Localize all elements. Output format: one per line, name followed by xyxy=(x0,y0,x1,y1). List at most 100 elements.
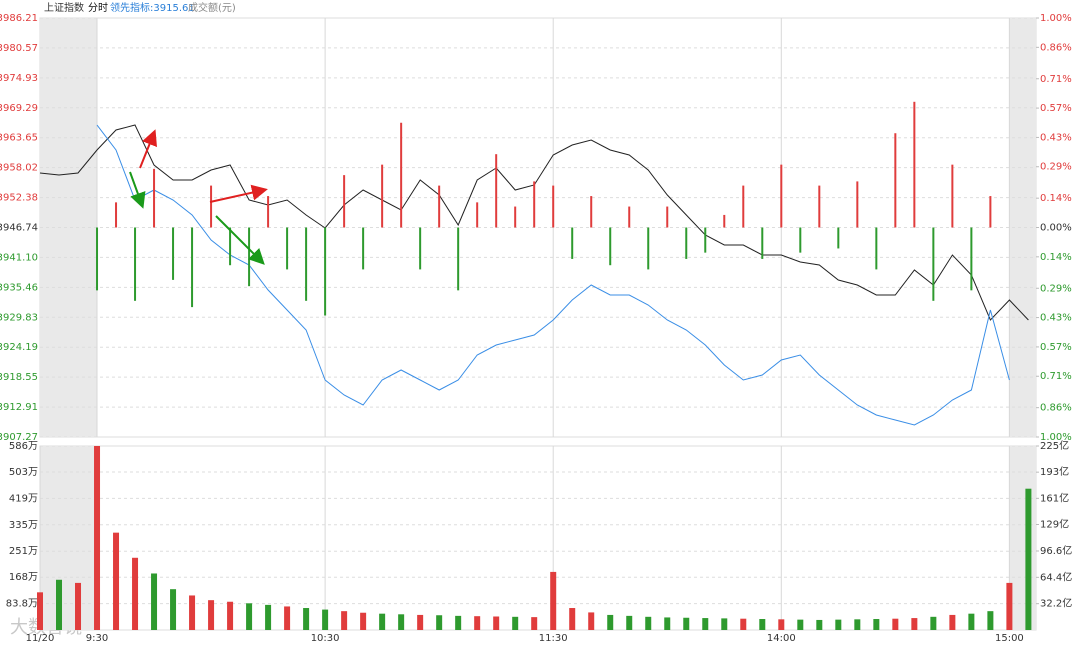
y2-tick-label: 0.00% xyxy=(1040,223,1072,234)
volume-bar xyxy=(56,579,63,630)
indicator-bar xyxy=(343,175,346,228)
arrow xyxy=(139,129,157,169)
indicator-bar xyxy=(172,227,175,280)
y-tick-label: 3980.57 xyxy=(0,43,38,54)
indicator-bar xyxy=(932,227,935,301)
indicator-bar xyxy=(723,214,726,228)
volume-bar xyxy=(303,608,310,630)
volume-bar xyxy=(854,619,861,630)
indicator-bar xyxy=(647,227,650,270)
indicator-bar xyxy=(153,168,156,228)
y2-tick-label: 0.29% xyxy=(1040,283,1072,294)
indicator-bar xyxy=(305,227,308,301)
y-tick-label: 3912.91 xyxy=(0,402,38,413)
volume-bar xyxy=(189,595,196,630)
indicator-bar xyxy=(970,227,973,291)
post-session xyxy=(1009,446,1036,630)
indicator-bar xyxy=(381,164,384,228)
volume-bar xyxy=(702,618,709,630)
y2-tick-label: 0.43% xyxy=(1040,313,1072,324)
indicator-bar xyxy=(476,202,479,228)
indicator-bar xyxy=(96,227,99,291)
indicator-bar xyxy=(438,185,441,228)
arrow xyxy=(209,184,268,203)
indicator-bar xyxy=(229,227,232,266)
y2-tick-label: 1.00% xyxy=(1040,13,1072,24)
y-tick-label: 3935.46 xyxy=(0,282,38,293)
mode-tab[interactable]: 分时 xyxy=(88,2,108,14)
volume-bar xyxy=(759,619,766,630)
volume-bar xyxy=(892,618,899,630)
volume-bar xyxy=(341,611,348,630)
annotations xyxy=(129,129,268,265)
y-tick-label: 3986.21 xyxy=(0,13,38,24)
volume-bar xyxy=(645,616,652,630)
y-tick-label: 3952.38 xyxy=(0,193,38,204)
y-tick-label: 83.8万 xyxy=(6,599,38,610)
indicator-bar xyxy=(780,164,783,228)
pre-session xyxy=(40,18,98,437)
y-tick-label: 503万 xyxy=(9,467,38,478)
indicator-bar xyxy=(134,227,137,301)
indicator-bar xyxy=(704,227,707,253)
y2-tick-label: 225亿 xyxy=(1040,439,1069,452)
indicator-bar xyxy=(894,133,897,228)
volume-bar xyxy=(531,617,538,630)
volume-bar xyxy=(835,619,842,630)
indicator-bar xyxy=(685,227,688,259)
volume-bar xyxy=(1006,582,1013,630)
volume-bar xyxy=(265,604,272,630)
y2-tick-label: 129亿 xyxy=(1040,518,1069,531)
volume-bar xyxy=(512,616,519,630)
y2-tick-label: 0.14% xyxy=(1040,193,1072,204)
indicator-bar xyxy=(628,206,631,228)
x-tick-label: 9:30 xyxy=(86,633,108,644)
y-tick-label: 168万 xyxy=(9,572,38,583)
volume-bar xyxy=(246,603,253,630)
y2-tick-label: 0.57% xyxy=(1040,103,1072,114)
x-tick-label: 15:00 xyxy=(995,633,1024,644)
y2-tick-label: 1.00% xyxy=(1040,432,1072,443)
volume-bar xyxy=(968,613,975,630)
arrow xyxy=(215,215,265,265)
indicator-bar xyxy=(875,227,878,270)
volume-bar xyxy=(417,614,424,630)
lead-indicator: 领先指标:3915.61 xyxy=(110,1,195,14)
indicator-bar xyxy=(419,227,422,270)
volume-bar xyxy=(740,618,747,630)
y-tick-label: 251万 xyxy=(9,546,38,557)
volume-bar xyxy=(797,619,804,630)
plot-layer: 3907.27 3912.91 3918.55 3924.19 3929.83 3935.… xyxy=(0,13,1072,644)
indicator-bar xyxy=(362,227,365,270)
indicator-bar xyxy=(286,227,289,270)
indicator-bar xyxy=(799,227,802,253)
indicator-bar xyxy=(400,122,403,228)
volume-bar xyxy=(398,614,405,630)
volume-bar xyxy=(873,619,880,630)
indicator-bar xyxy=(571,227,574,259)
y-tick-label: 3941.10 xyxy=(0,252,38,263)
index-name: 上证指数 xyxy=(44,1,84,14)
indicator-bar xyxy=(856,181,859,228)
y2-tick-label: 0.71% xyxy=(1040,371,1072,382)
y2-tick-label: 0.57% xyxy=(1040,342,1072,353)
y-tick-label: 3918.55 xyxy=(0,372,38,383)
y2-tick-label: 32.2亿 xyxy=(1040,597,1072,610)
volume-bar xyxy=(987,611,994,630)
indicator-bar xyxy=(457,227,460,291)
volume-bar xyxy=(474,616,481,630)
y2-tick-label: 96.6亿 xyxy=(1040,544,1072,557)
volume-bar xyxy=(170,589,177,630)
y-tick-label: 586万 xyxy=(9,441,38,452)
volume-bar xyxy=(132,557,139,630)
y2-tick-label: 0.86% xyxy=(1040,42,1072,53)
volume-bar xyxy=(683,617,690,630)
volume-bar xyxy=(37,592,43,630)
y2-tick-label: 64.4亿 xyxy=(1040,570,1072,583)
y-tick-label: 3946.74 xyxy=(0,223,38,234)
y2-tick-label: 0.71% xyxy=(1040,74,1072,85)
y-tick-label: 3907.27 xyxy=(0,432,38,443)
volume-bar xyxy=(208,600,215,630)
indicator-bar xyxy=(590,196,593,228)
